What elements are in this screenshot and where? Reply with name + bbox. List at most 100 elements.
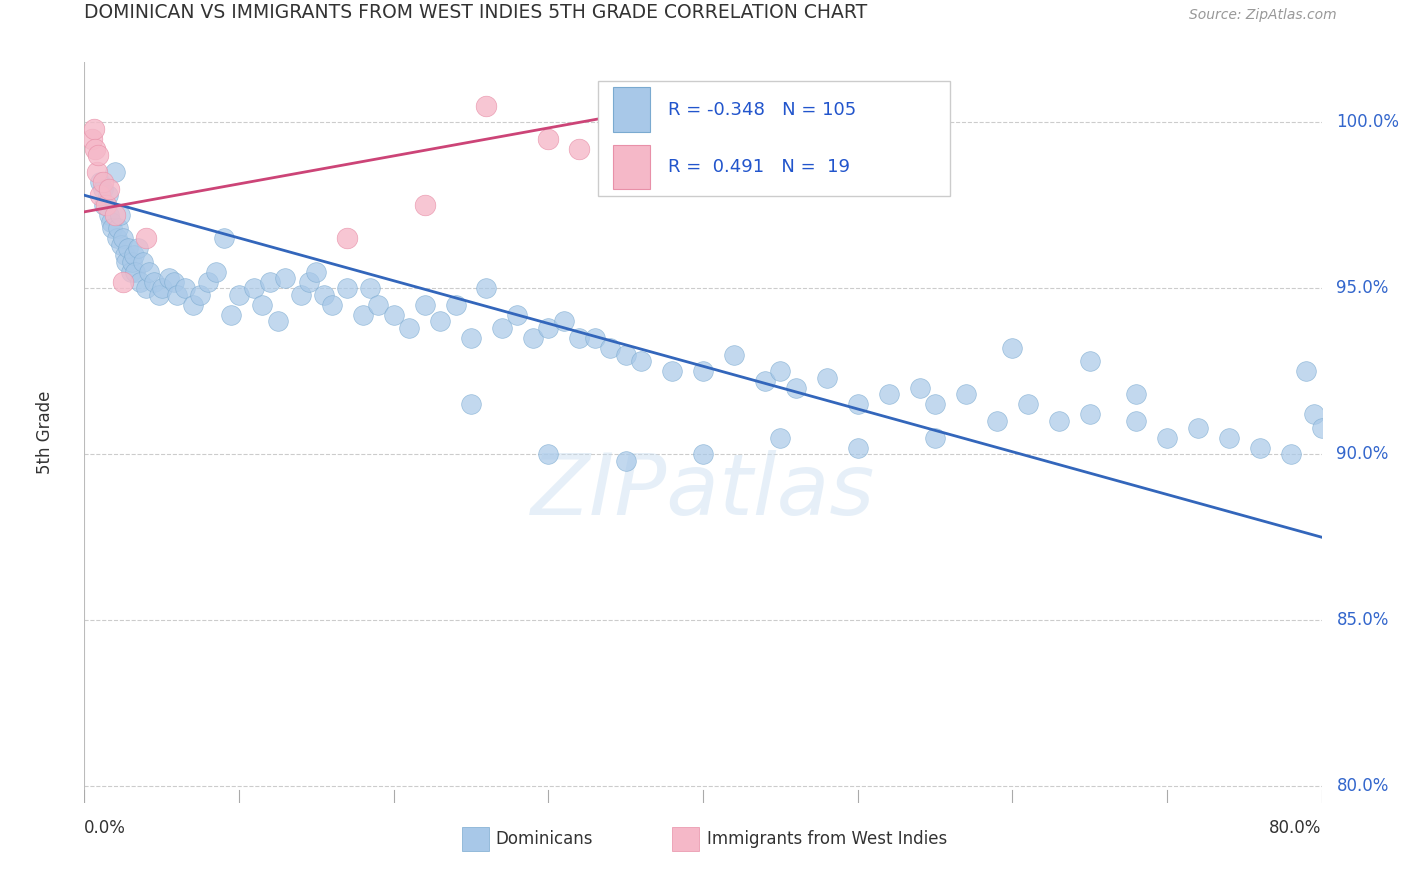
Text: 95.0%: 95.0% <box>1337 279 1389 297</box>
Point <box>754 374 776 388</box>
Point <box>1125 414 1147 428</box>
Point <box>115 254 138 268</box>
Point <box>924 397 946 411</box>
Point <box>101 221 124 235</box>
FancyBboxPatch shape <box>598 81 950 195</box>
Point <box>87 148 110 162</box>
Point <box>1078 408 1101 422</box>
Point <box>267 314 290 328</box>
Point <box>104 208 127 222</box>
Point <box>96 188 118 202</box>
Point <box>150 281 173 295</box>
Point <box>138 264 160 278</box>
Text: Dominicans: Dominicans <box>495 830 593 848</box>
Point <box>429 314 451 328</box>
Point <box>112 231 135 245</box>
Point <box>84 142 107 156</box>
Point <box>132 254 155 268</box>
Text: Source: ZipAtlas.com: Source: ZipAtlas.com <box>1189 8 1337 21</box>
Point <box>91 175 114 189</box>
Point <box>1001 341 1024 355</box>
Point <box>129 275 152 289</box>
Point <box>148 288 170 302</box>
Point <box>321 298 343 312</box>
Point <box>583 331 606 345</box>
Point <box>166 288 188 302</box>
Bar <box>613 87 650 132</box>
Point <box>1187 420 1209 434</box>
Point <box>305 264 328 278</box>
Point <box>568 331 591 345</box>
Point <box>1295 364 1317 378</box>
Point <box>314 288 336 302</box>
Point <box>290 288 312 302</box>
Point <box>181 298 204 312</box>
Point <box>382 308 405 322</box>
Point <box>846 397 869 411</box>
Point <box>1017 397 1039 411</box>
Point <box>692 447 714 461</box>
Bar <box>672 827 699 851</box>
Point <box>553 314 575 328</box>
Point <box>104 165 127 179</box>
Point <box>661 364 683 378</box>
Point <box>336 281 359 295</box>
Text: 90.0%: 90.0% <box>1337 445 1389 463</box>
Point <box>568 142 591 156</box>
Text: R = -0.348   N = 105: R = -0.348 N = 105 <box>668 101 856 119</box>
Point <box>274 271 297 285</box>
Point <box>1302 408 1324 422</box>
Point <box>250 298 273 312</box>
Point <box>122 248 145 262</box>
Point <box>100 215 122 229</box>
Point <box>785 381 807 395</box>
Text: R =  0.491   N =  19: R = 0.491 N = 19 <box>668 158 851 176</box>
Point <box>1047 414 1070 428</box>
Point <box>83 121 105 136</box>
Point <box>197 275 219 289</box>
Point <box>143 275 166 289</box>
Text: ZIPatlas: ZIPatlas <box>531 450 875 533</box>
Point <box>1078 354 1101 368</box>
Point <box>107 221 129 235</box>
Point <box>506 308 529 322</box>
Point <box>630 138 652 153</box>
Point <box>135 281 157 295</box>
Point <box>352 308 374 322</box>
Point <box>460 331 482 345</box>
Point <box>112 275 135 289</box>
Point <box>212 231 235 245</box>
Text: 80.0%: 80.0% <box>1337 777 1389 795</box>
Point <box>614 132 637 146</box>
Point <box>127 241 149 255</box>
Point <box>243 281 266 295</box>
Point <box>986 414 1008 428</box>
Point <box>614 454 637 468</box>
Text: 80.0%: 80.0% <box>1270 819 1322 837</box>
Point <box>413 298 436 312</box>
Point <box>1218 431 1240 445</box>
Point <box>174 281 197 295</box>
Point <box>692 364 714 378</box>
Point <box>124 264 146 278</box>
Point <box>444 298 467 312</box>
Point <box>614 348 637 362</box>
Point <box>815 371 838 385</box>
Bar <box>461 827 489 851</box>
Point <box>228 288 250 302</box>
Text: 85.0%: 85.0% <box>1337 611 1389 629</box>
Point <box>908 381 931 395</box>
Bar <box>613 145 650 189</box>
Point <box>599 341 621 355</box>
Point <box>188 288 212 302</box>
Point <box>398 321 420 335</box>
Text: Immigrants from West Indies: Immigrants from West Indies <box>707 830 948 848</box>
Point <box>955 387 977 401</box>
Text: 5th Grade: 5th Grade <box>35 391 53 475</box>
Text: DOMINICAN VS IMMIGRANTS FROM WEST INDIES 5TH GRADE CORRELATION CHART: DOMINICAN VS IMMIGRANTS FROM WEST INDIES… <box>84 3 868 21</box>
Point <box>360 281 382 295</box>
Point <box>89 175 111 189</box>
Point <box>98 181 121 195</box>
Text: 100.0%: 100.0% <box>1337 113 1399 131</box>
Point <box>367 298 389 312</box>
